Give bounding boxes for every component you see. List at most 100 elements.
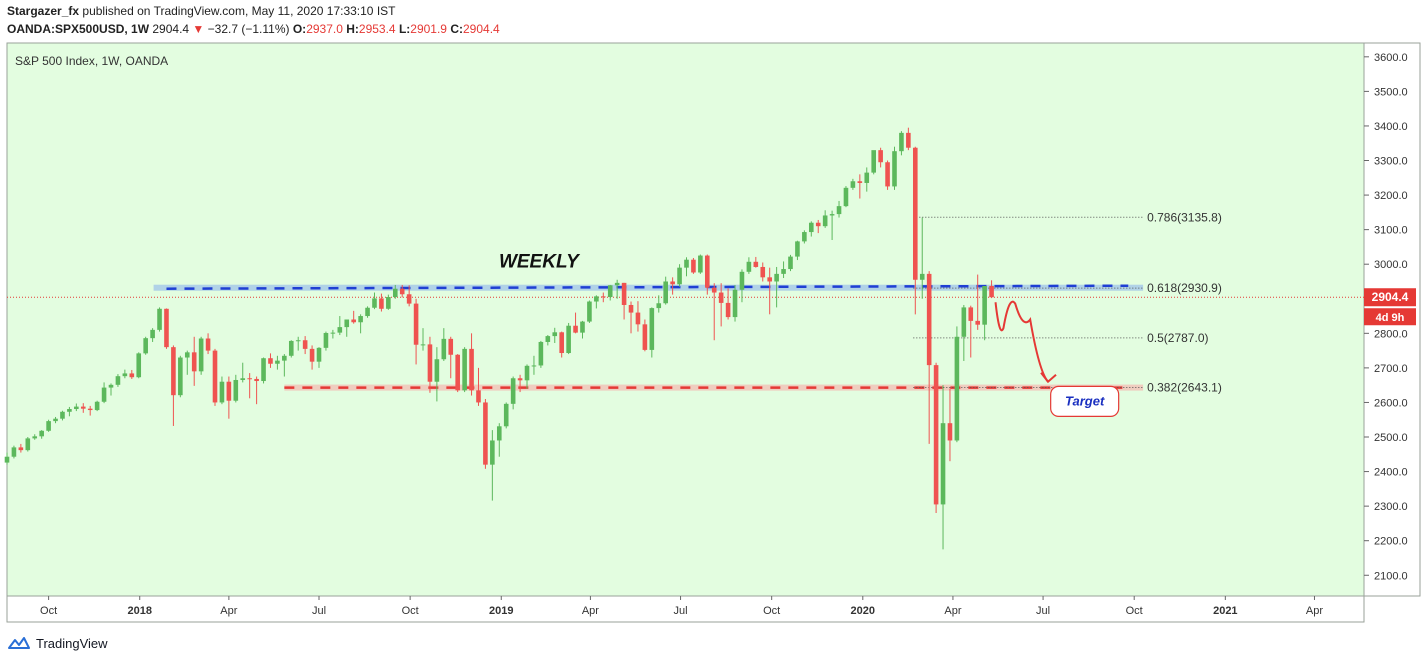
candle — [261, 357, 266, 384]
candle — [122, 369, 128, 379]
candle-body — [795, 241, 800, 257]
y-tick-label: 2600.0 — [1374, 397, 1408, 409]
plot-area[interactable] — [6, 42, 1365, 597]
candle — [74, 403, 79, 412]
candle-body — [413, 303, 419, 345]
x-tick-label: 2019 — [489, 605, 513, 617]
candle-body — [427, 344, 433, 382]
candle — [760, 262, 766, 282]
candle — [781, 261, 786, 279]
candle-body — [656, 303, 662, 309]
candle-body — [815, 222, 821, 227]
candle — [788, 254, 793, 272]
candle-body — [524, 365, 530, 381]
candle-body — [295, 340, 301, 342]
candle-body — [268, 358, 273, 364]
candle-body — [580, 321, 585, 333]
candle-body — [226, 381, 232, 401]
candle-body — [406, 294, 412, 304]
candle-body — [663, 281, 668, 304]
candle-body — [212, 350, 218, 403]
y-tick-label: 2700.0 — [1374, 363, 1408, 375]
candle-body — [926, 273, 932, 366]
y-tick-label: 3500.0 — [1374, 86, 1408, 98]
candle — [822, 210, 828, 228]
candle-body — [802, 232, 807, 242]
candle-body — [323, 332, 329, 348]
candle-body — [670, 281, 675, 285]
candle-body — [843, 187, 849, 207]
candle — [885, 160, 890, 190]
time-axis[interactable] — [6, 595, 1365, 623]
candle-body — [39, 430, 44, 437]
candle-body — [420, 344, 426, 346]
candle-body — [448, 338, 454, 355]
candle — [580, 320, 585, 339]
candle — [698, 254, 703, 274]
y-tick-label: 2300.0 — [1374, 501, 1408, 513]
candle-body — [711, 287, 717, 293]
candle-body — [87, 408, 93, 411]
candle — [87, 405, 93, 416]
candle-body — [621, 282, 627, 305]
countdown-label: 4d 9h — [1376, 312, 1405, 324]
candle — [18, 443, 24, 453]
candle — [441, 328, 447, 361]
candle — [115, 374, 121, 387]
candle-body — [150, 329, 155, 339]
candle-body — [677, 267, 682, 285]
candle — [365, 306, 370, 318]
candle — [198, 336, 204, 375]
candle-body — [808, 222, 814, 233]
candle — [108, 383, 114, 396]
candle-body — [122, 373, 128, 377]
candle-body — [774, 273, 779, 282]
candle-body — [968, 307, 974, 321]
candle — [205, 333, 211, 355]
candle-body — [32, 436, 38, 439]
candle — [282, 354, 287, 377]
candle — [94, 400, 100, 412]
candle-body — [871, 150, 876, 173]
candle-body — [372, 298, 377, 308]
candle — [46, 419, 51, 432]
forecast-arrow-head — [1040, 372, 1057, 384]
candle-body — [912, 147, 918, 280]
author-name[interactable]: Stargazer_fx — [7, 4, 80, 18]
x-tick-label: Oct — [402, 605, 419, 617]
candle-body — [129, 373, 135, 378]
chart-title: S&P 500 Index, 1W, OANDA — [15, 54, 168, 68]
candles-layer — [4, 127, 994, 550]
candle-body — [157, 308, 162, 330]
candle — [635, 301, 641, 332]
candle — [392, 284, 398, 299]
candle — [725, 288, 731, 320]
candle — [899, 131, 904, 156]
candle-body — [919, 273, 925, 280]
candle — [25, 437, 31, 452]
candle-body — [642, 324, 648, 350]
candle — [295, 336, 301, 351]
candle-body — [46, 421, 51, 431]
candle-body — [164, 308, 169, 348]
candle — [302, 336, 308, 355]
x-tick-label: 2021 — [1213, 605, 1237, 617]
tradingview-brand[interactable]: TradingView — [36, 635, 108, 651]
candle-body — [483, 402, 488, 465]
candle — [226, 376, 232, 419]
candle-body — [191, 352, 197, 372]
candle-body — [857, 181, 863, 183]
candle — [961, 304, 967, 361]
candle — [455, 354, 460, 393]
candle — [649, 307, 655, 358]
candle-body — [788, 256, 793, 270]
y-tick-label: 2400.0 — [1374, 467, 1408, 479]
candle — [663, 276, 668, 305]
candle-body — [302, 340, 308, 349]
candle-body — [545, 336, 551, 342]
candle — [559, 331, 564, 358]
candle-body — [892, 151, 897, 187]
candle-body — [358, 316, 363, 323]
candle-body — [822, 215, 828, 227]
